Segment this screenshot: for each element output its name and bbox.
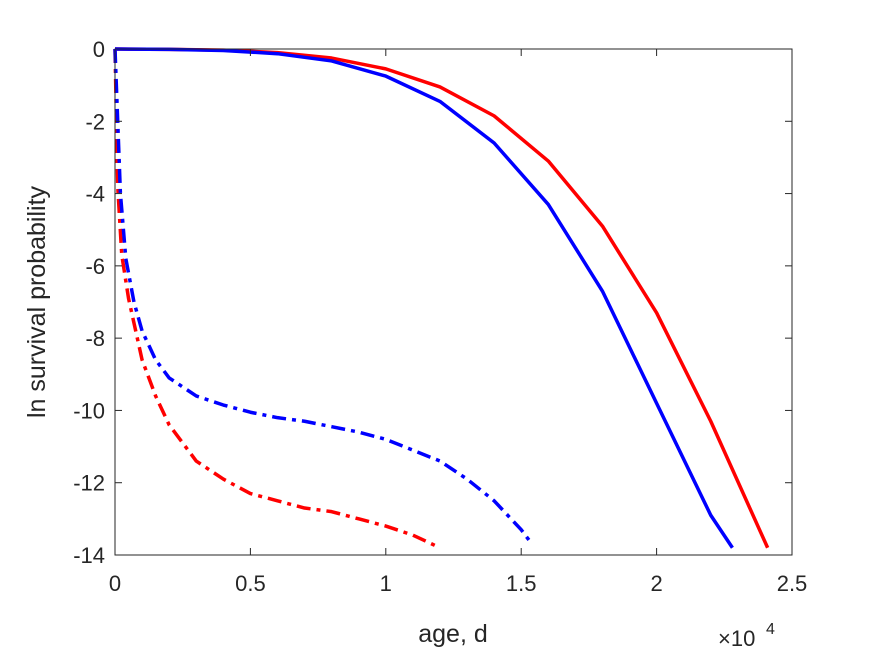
series-line-4 bbox=[113, 48, 534, 546]
x-tick-label: 2 bbox=[650, 571, 662, 596]
x-tick-label: 0 bbox=[109, 571, 121, 596]
series-line-2 bbox=[114, 47, 734, 549]
x-axis-label: age, d bbox=[418, 620, 488, 648]
x-tick-label: 0.5 bbox=[235, 571, 266, 596]
series-line-3 bbox=[113, 48, 441, 550]
y-tick-label: -4 bbox=[85, 182, 105, 207]
y-axis-label: ln survival probability bbox=[23, 185, 51, 418]
x-exponent-power: 4 bbox=[766, 621, 775, 638]
y-tick-label: -8 bbox=[85, 326, 105, 351]
x-exponent-label: ×10 bbox=[718, 626, 755, 651]
x-tick-label: 1.5 bbox=[506, 571, 537, 596]
y-tick-label: -6 bbox=[85, 254, 105, 279]
y-tick-label: 0 bbox=[93, 37, 105, 62]
y-tick-label: -10 bbox=[73, 398, 105, 423]
y-tick-label: -12 bbox=[73, 471, 105, 496]
x-tick-label: 1 bbox=[380, 571, 392, 596]
series-layer bbox=[113, 47, 770, 550]
plot-frame bbox=[114, 48, 793, 556]
x-tick-label: 2.5 bbox=[777, 571, 808, 596]
tick-layer: 0 0.5 1 1.5 2 2.5 0 -2 -4 -6 -8 -10 -12 -14 bbox=[73, 37, 807, 596]
y-tick-label: -14 bbox=[73, 543, 105, 568]
series-line-1 bbox=[114, 47, 770, 549]
y-tick-label: -2 bbox=[85, 109, 105, 134]
